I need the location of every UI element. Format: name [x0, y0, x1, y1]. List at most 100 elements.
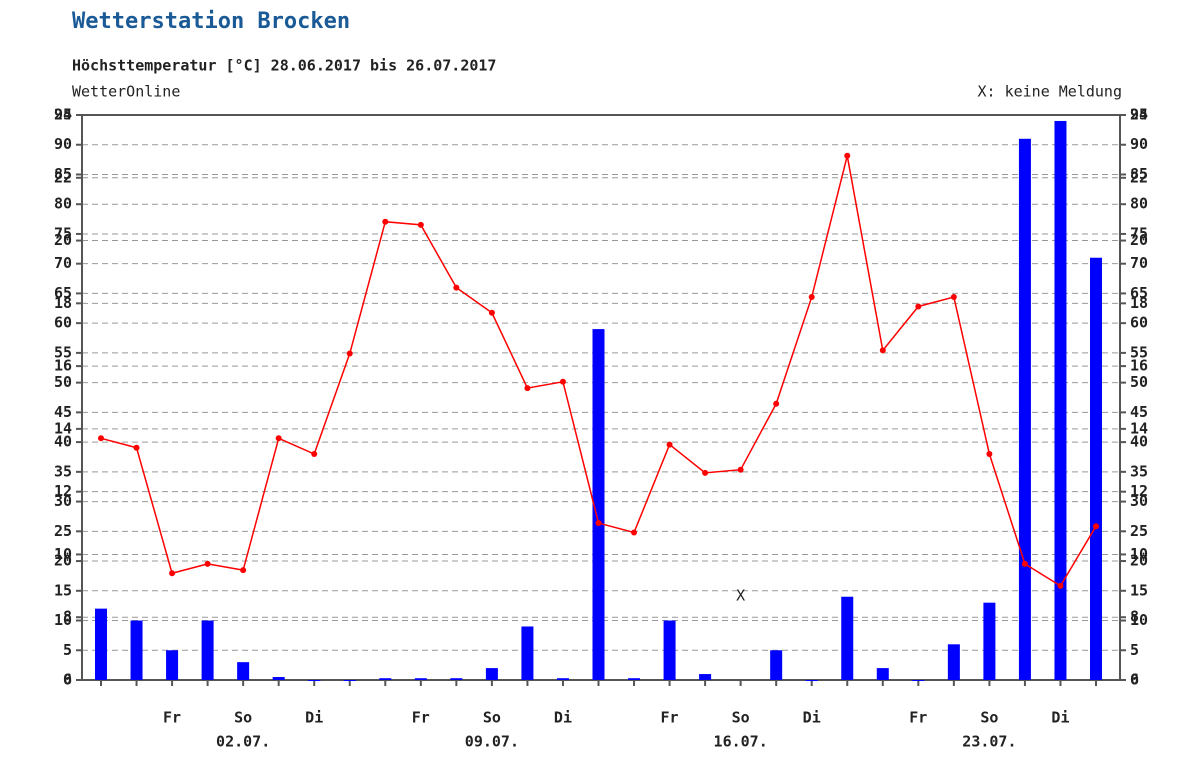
y-tick-label: 18 — [54, 294, 72, 312]
y-tick-label: 16 — [54, 357, 72, 375]
y-tick-label: 14 — [54, 419, 72, 437]
y-tick-label: 14 — [1130, 419, 1148, 437]
bar — [1054, 120, 1067, 680]
y-tick-label: 10 — [1130, 545, 1148, 563]
point — [382, 218, 389, 225]
y-tick-label: 75 — [54, 224, 72, 242]
y-tick-label: 50 — [54, 373, 72, 391]
chart-subtitle: Höchsttemperatur [°C] 28.06.2017 bis 26.… — [72, 57, 496, 75]
y-tick-label: 8 — [1130, 608, 1139, 626]
x-date-label: 09.07. — [465, 733, 519, 751]
y-tick-label: 55 — [1130, 343, 1148, 361]
bar — [130, 620, 143, 680]
y-tick-label: 10 — [1130, 611, 1148, 629]
bar — [912, 680, 925, 681]
y-tick-label: 45 — [54, 403, 72, 421]
y-tick-label: 22 — [54, 168, 72, 186]
y-tick-label: 90 — [1130, 135, 1148, 153]
y-tick-label: 5 — [63, 641, 72, 659]
y-tick-label: 12 — [1130, 482, 1148, 500]
x-tick-label: Fr — [412, 709, 430, 727]
point — [808, 294, 815, 301]
missing-marker: X — [736, 587, 745, 605]
point — [702, 469, 709, 476]
y-tick-label: 85 — [54, 165, 72, 183]
y-tick-label: 5 — [1130, 641, 1139, 659]
bar — [308, 680, 321, 681]
point — [453, 284, 460, 291]
bar — [485, 668, 498, 680]
bar — [770, 650, 783, 680]
y-tick-label: 20 — [1130, 552, 1148, 570]
y-tick-label: 70 — [1130, 254, 1148, 272]
y-tick-label: 10 — [54, 545, 72, 563]
bar — [983, 602, 996, 680]
point — [240, 567, 247, 574]
y-tick-label: 24 — [54, 106, 72, 124]
point — [133, 444, 140, 451]
x-tick-label: Di — [305, 709, 323, 727]
y-tick-label: 20 — [54, 552, 72, 570]
point — [1093, 523, 1099, 530]
y-tick-label: 24 — [1130, 106, 1148, 124]
x-tick-label: So — [732, 709, 750, 727]
y-tick-label: 55 — [54, 343, 72, 361]
y-tick-label: 85 — [1130, 165, 1148, 183]
bar — [343, 680, 356, 681]
point — [524, 385, 531, 392]
point — [98, 435, 104, 442]
y-tick-label: 70 — [54, 254, 72, 272]
y-tick-label: 60 — [54, 314, 72, 332]
x-tick-label: Fr — [163, 709, 181, 727]
x-tick-label: Di — [1051, 709, 1069, 727]
bar — [841, 596, 854, 680]
point — [488, 309, 495, 316]
y-tick-label: 12 — [54, 482, 72, 500]
y-tick-label: 50 — [1130, 373, 1148, 391]
y-tick-label: 6 — [63, 671, 72, 689]
y-tick-label: 60 — [1130, 314, 1148, 332]
point — [559, 378, 566, 385]
y-tick-label: 22 — [1130, 168, 1148, 186]
point — [1021, 560, 1028, 567]
bar — [699, 674, 712, 680]
point — [737, 466, 744, 473]
y-tick-label: 8 — [63, 608, 72, 626]
y-tick-label: 35 — [54, 462, 72, 480]
bar — [592, 329, 605, 680]
point — [666, 441, 673, 448]
bar — [272, 677, 285, 680]
bar — [379, 678, 392, 680]
point — [773, 400, 780, 407]
y-tick-label: 0 — [1130, 671, 1139, 689]
y-tick-label: 10 — [54, 611, 72, 629]
y-tick-label: 95 — [1130, 106, 1148, 124]
point — [950, 294, 957, 301]
point — [595, 520, 602, 527]
y-tick-label: 75 — [1130, 224, 1148, 242]
x-tick-label: So — [234, 709, 252, 727]
bar — [201, 620, 214, 680]
point — [631, 529, 638, 536]
y-tick-label: 95 — [54, 106, 72, 124]
chart-title: Wetterstation Brocken — [72, 9, 350, 34]
y-tick-label: 40 — [54, 433, 72, 451]
bar — [663, 620, 676, 680]
missing-note: X: keine Meldung — [978, 83, 1123, 101]
bar — [556, 678, 569, 680]
point — [311, 451, 318, 457]
y-tick-label: 65 — [1130, 284, 1148, 302]
y-tick-label: 25 — [1130, 522, 1148, 540]
bar — [628, 678, 641, 680]
point — [417, 221, 424, 228]
x-tick-label: Di — [554, 709, 572, 727]
y-tick-label: 15 — [1130, 581, 1148, 599]
x-date-label: 02.07. — [216, 733, 270, 751]
y-tick-label: 30 — [54, 492, 72, 510]
point — [844, 152, 851, 159]
bar — [805, 680, 818, 681]
bar — [237, 662, 250, 680]
x-tick-label: So — [980, 709, 998, 727]
x-date-label: 23.07. — [962, 733, 1016, 751]
